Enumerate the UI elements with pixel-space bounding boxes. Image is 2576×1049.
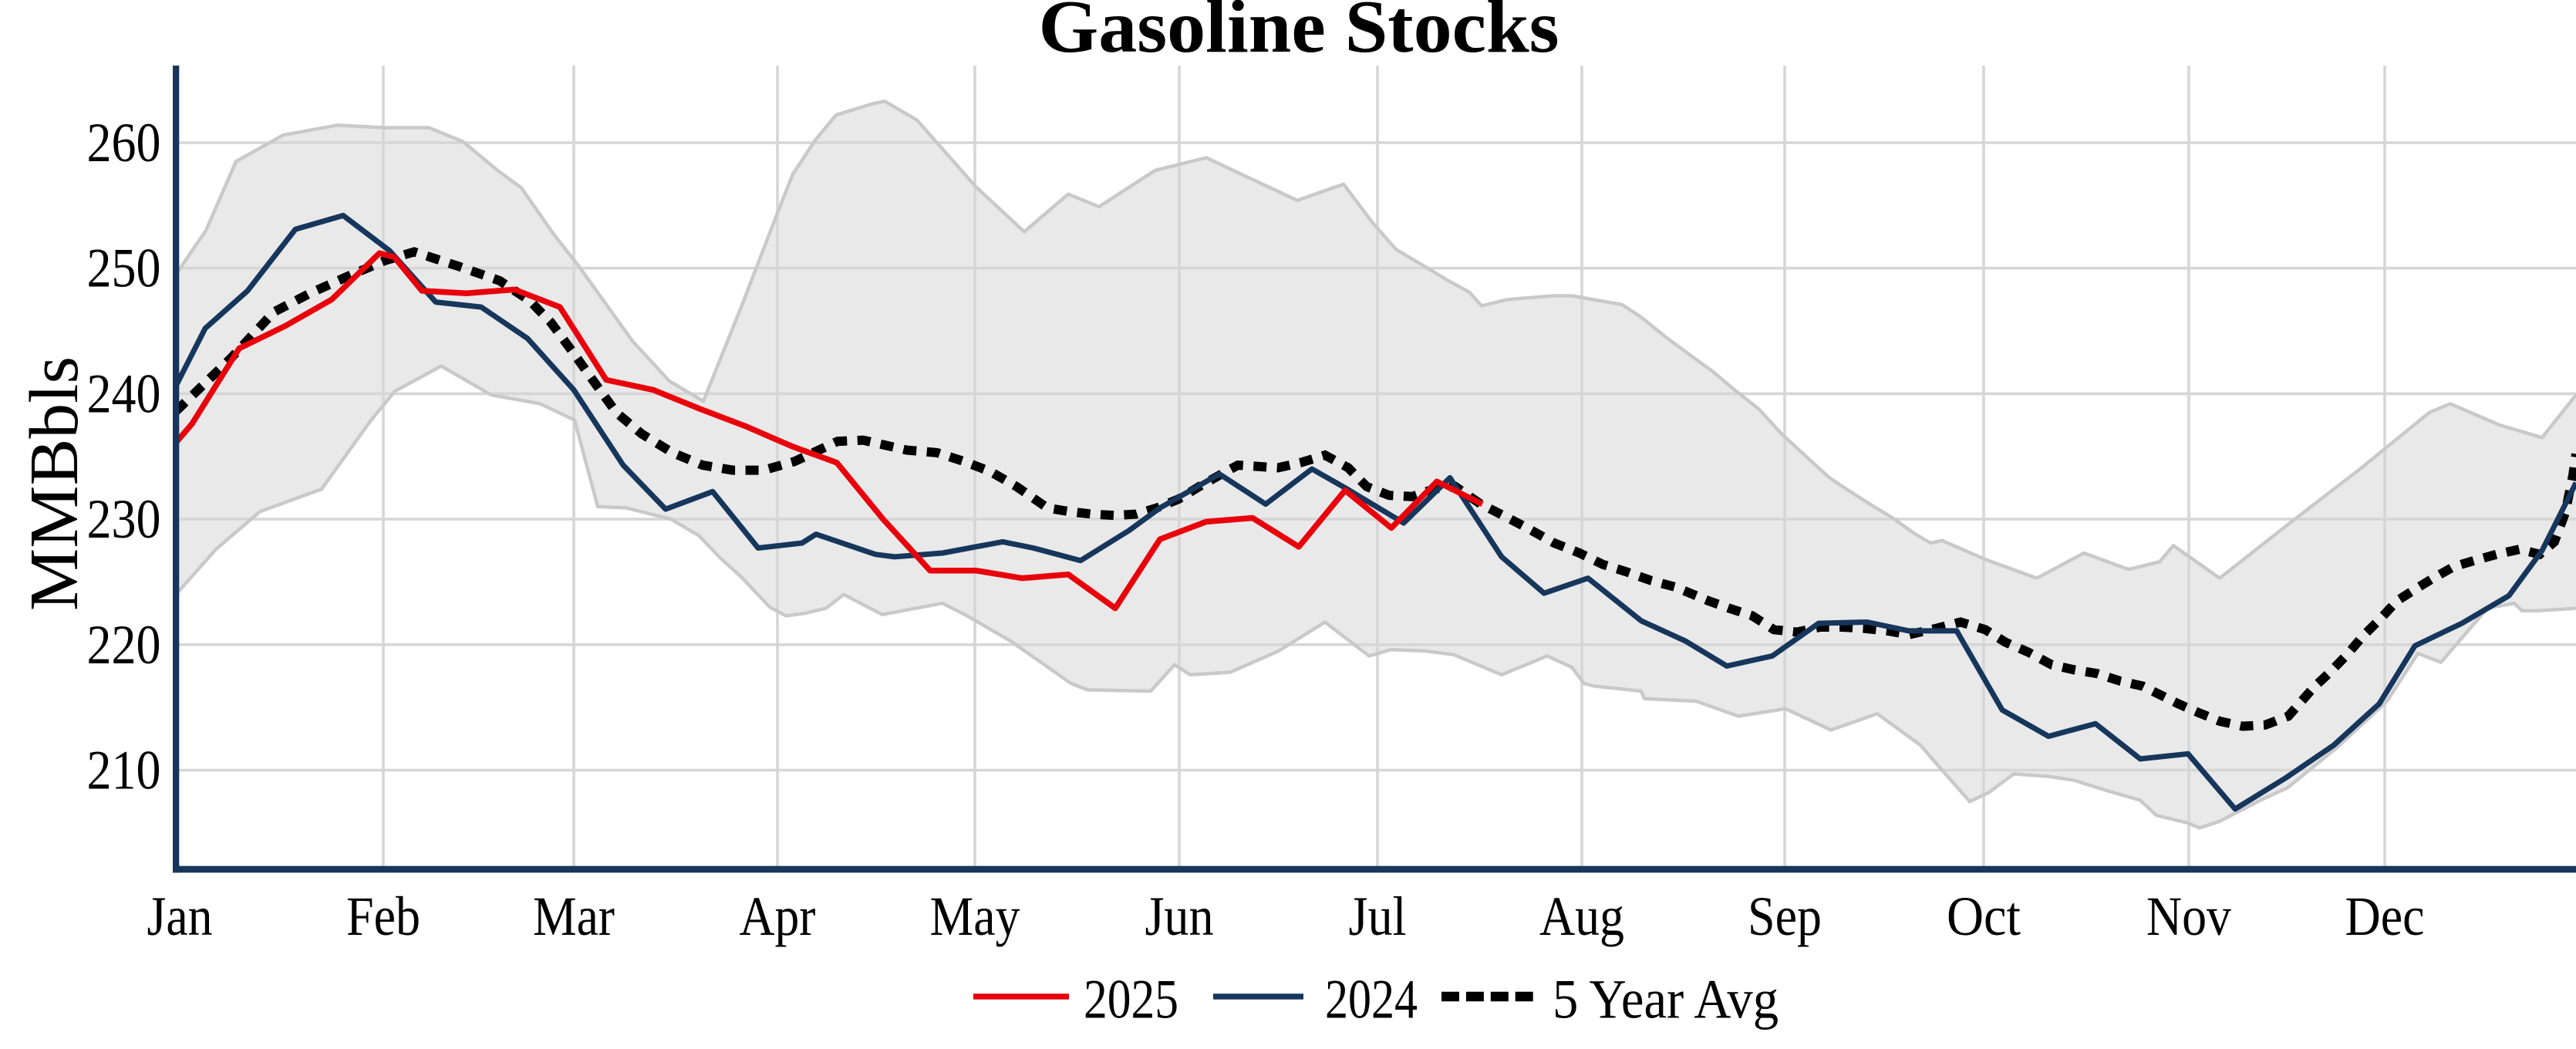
svg-text:2025: 2025 xyxy=(1084,969,1178,1030)
svg-text:5 Year Avg: 5 Year Avg xyxy=(1553,969,1779,1030)
svg-text:Feb: Feb xyxy=(346,885,420,947)
svg-text:Gasoline Stocks: Gasoline Stocks xyxy=(1039,0,1559,68)
svg-text:Oct: Oct xyxy=(1947,885,2021,947)
svg-text:260: 260 xyxy=(87,112,161,174)
svg-text:MMBbls: MMBbls xyxy=(16,356,93,611)
svg-text:220: 220 xyxy=(87,614,161,676)
svg-text:210: 210 xyxy=(87,740,161,801)
svg-text:Sep: Sep xyxy=(1748,885,1822,947)
svg-text:2024: 2024 xyxy=(1325,969,1418,1030)
svg-text:Mar: Mar xyxy=(533,885,615,947)
svg-text:Jul: Jul xyxy=(1349,885,1407,947)
svg-text:Aug: Aug xyxy=(1539,885,1624,947)
svg-text:May: May xyxy=(930,885,1020,947)
svg-text:Dec: Dec xyxy=(2345,885,2425,947)
svg-text:230: 230 xyxy=(87,488,161,550)
svg-text:240: 240 xyxy=(87,363,161,424)
svg-text:Jan: Jan xyxy=(147,885,213,947)
svg-text:Apr: Apr xyxy=(740,885,816,947)
svg-text:Nov: Nov xyxy=(2146,885,2231,947)
svg-text:Jun: Jun xyxy=(1145,885,1214,947)
svg-text:250: 250 xyxy=(87,238,161,299)
